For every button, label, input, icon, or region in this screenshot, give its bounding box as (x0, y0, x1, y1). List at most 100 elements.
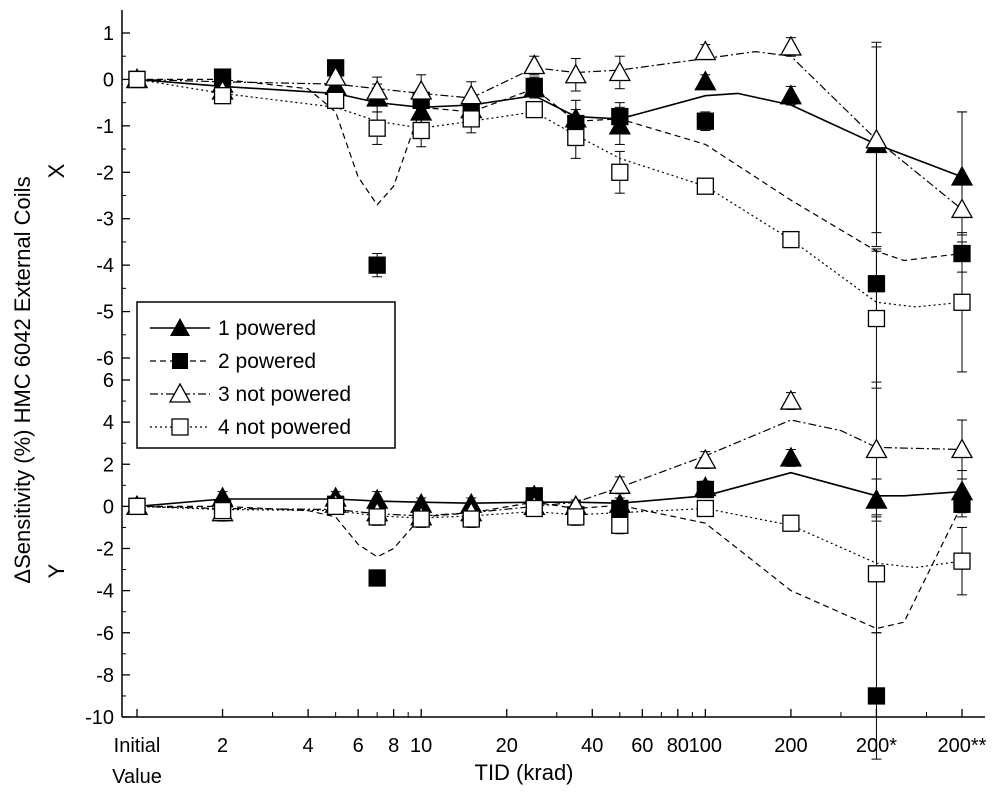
y-tick-label: -4 (96, 255, 114, 277)
data-point-2-powered (368, 569, 386, 587)
fit-curve-4-not-powered (136, 505, 963, 569)
x-tick-label: 60 (631, 735, 653, 757)
data-point-1-powered (779, 84, 803, 105)
y-tick-label: 0 (103, 496, 114, 518)
legend-label-1: 1 powered (218, 317, 316, 340)
fit-curve-2-powered (137, 78, 963, 262)
x-tick-sublabel: Value (112, 766, 162, 788)
data-point-3-not-powered (865, 128, 888, 149)
data-point-4-not-powered (213, 87, 232, 105)
data-point-3-not-powered (694, 40, 717, 61)
legend-marker-1 (170, 318, 190, 336)
y-tick-label: -3 (96, 209, 114, 231)
data-point-3-not-powered (865, 438, 888, 459)
y-tick-label: -10 (85, 707, 114, 729)
x-tick-label: 2 (217, 735, 228, 757)
data-point-2-powered (611, 499, 629, 518)
fit-curve-3-not-powered (136, 419, 963, 517)
fit-curve-1-powered (136, 78, 963, 178)
data-point-2-powered (525, 77, 543, 96)
data-point-2-powered (696, 112, 715, 130)
data-point-4-not-powered (462, 110, 480, 128)
data-point-4-not-powered (326, 497, 345, 516)
legend: 1 powered 2 powered 3 not powered 4 not … (136, 301, 396, 449)
panel-label-x: X (44, 163, 69, 178)
data-point-4-not-powered (867, 309, 886, 328)
data-point-4-not-powered (128, 497, 146, 516)
data-markers (125, 35, 974, 705)
data-point-4-not-powered (412, 121, 430, 140)
data-point-1-powered (865, 488, 888, 509)
data-point-3-not-powered (950, 438, 974, 459)
legend-marker-3 (168, 382, 192, 403)
data-point-4-not-powered (462, 510, 480, 528)
axes (121, 10, 985, 718)
y-tick-label: -1 (96, 116, 114, 138)
data-point-2-powered (368, 256, 386, 274)
y-tick-label: -2 (96, 539, 114, 561)
legend-marker-2 (172, 353, 188, 369)
y-tick-label: -4 (96, 581, 114, 603)
x-axis-label: TID (krad) (475, 760, 574, 785)
data-point-4-not-powered (782, 230, 800, 249)
x-tick-label: 4 (303, 735, 314, 757)
x-tick-label: 100 (689, 735, 722, 757)
data-point-2-powered (611, 107, 629, 126)
data-point-4-not-powered (782, 514, 800, 532)
data-point-4-not-powered (567, 128, 585, 147)
y-tick-label: -5 (96, 302, 114, 324)
data-point-4-not-powered (128, 70, 146, 89)
data-point-2-powered (867, 275, 886, 293)
x-tick-label: 40 (581, 735, 603, 757)
data-point-3-not-powered (779, 35, 803, 56)
y-tick-label: -8 (96, 665, 114, 687)
legend-label-4: 4 not powered (218, 416, 351, 439)
data-point-3-not-powered (410, 79, 433, 100)
fit-curve-2-powered (137, 501, 963, 630)
y-tick-label: 4 (103, 412, 114, 434)
data-point-3-not-powered (608, 473, 631, 494)
data-point-3-not-powered (564, 63, 587, 84)
data-point-4-not-powered (611, 516, 629, 534)
x-tick-label: 10 (410, 735, 432, 757)
y-tick-label: 2 (103, 454, 114, 476)
data-point-4-not-powered (368, 508, 386, 526)
data-point-4-not-powered (953, 293, 971, 311)
data-point-4-not-powered (326, 91, 345, 109)
x-tick-label: 80 (667, 735, 689, 757)
data-point-3-not-powered (523, 54, 546, 75)
legend-label-3: 3 not powered (218, 383, 351, 406)
data-point-1-powered (779, 446, 803, 467)
y-tick-label: 1 (103, 23, 114, 45)
data-point-3-not-powered (694, 448, 717, 469)
data-point-1-powered (694, 70, 717, 91)
x-tick-label: 8 (388, 735, 399, 757)
data-point-4-not-powered (525, 100, 543, 119)
y-tick-label: -6 (96, 623, 114, 645)
data-point-4-not-powered (953, 552, 971, 570)
data-point-3-not-powered (366, 79, 389, 100)
panel-label-y: Y (44, 563, 69, 578)
axis-labels: 10-1-2-3-4-5-66420-2-4-6-8-10InitialValu… (85, 23, 987, 788)
x-tick-label: 200** (938, 735, 987, 757)
legend-marker-4 (171, 418, 189, 436)
fit-curve-3-not-powered (136, 51, 963, 210)
x-tick-label: 20 (496, 735, 518, 757)
y-tick-label: -6 (96, 348, 114, 370)
data-point-2-powered (953, 495, 971, 513)
data-point-2-powered (953, 244, 971, 263)
data-point-4-not-powered (867, 565, 886, 583)
x-tick-label: 6 (353, 735, 364, 757)
data-point-3-not-powered (608, 61, 631, 82)
data-point-4-not-powered (368, 119, 386, 137)
y-axis-label: ΔSensitivity (%) HMC 6042 External Coils (10, 176, 35, 583)
data-point-2-powered (696, 480, 715, 499)
data-point-3-not-powered (779, 389, 803, 410)
data-point-4-not-powered (696, 499, 715, 518)
legend-label-2: 2 powered (218, 350, 316, 373)
y-tick-label: -2 (96, 162, 114, 184)
x-tick-label: 200 (774, 735, 807, 757)
x-tick-label: Initial (114, 735, 161, 757)
x-tick-label: 200* (856, 735, 897, 757)
